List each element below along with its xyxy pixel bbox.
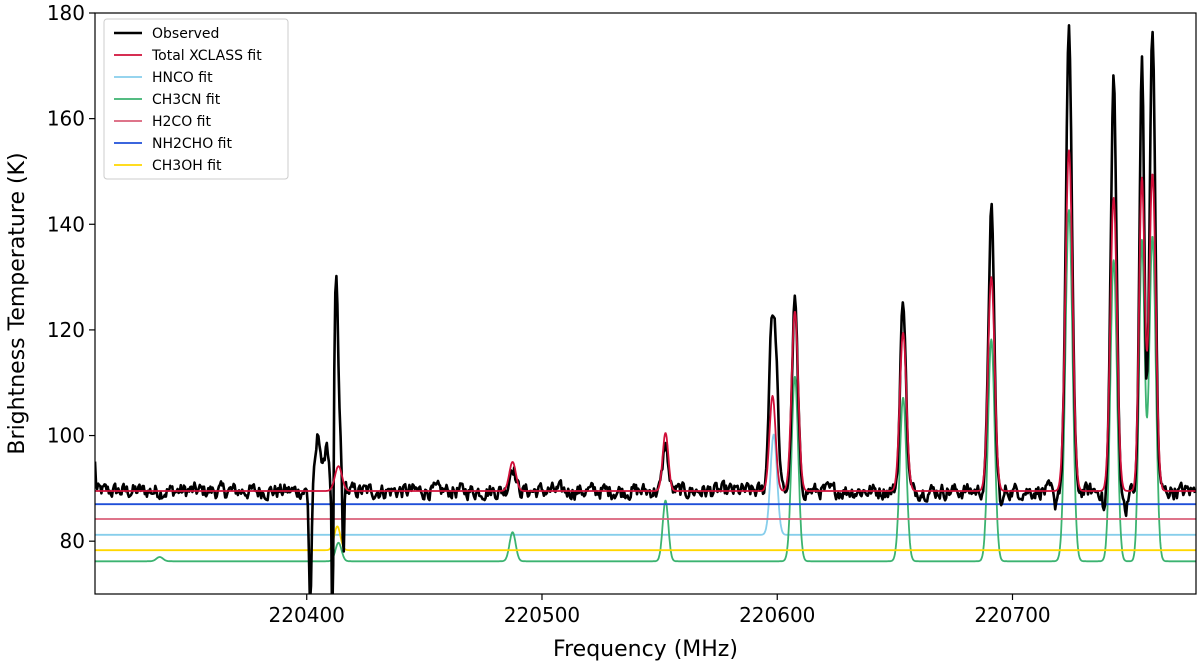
x-axis-label: Frequency (MHz) [553,637,738,662]
x-tick-label: 220600 [739,603,815,627]
legend-label: CH3CN fit [152,92,221,108]
y-axis-label: Brightness Temperature (K) [5,152,30,454]
series-line-total-xclass-fit [95,149,1196,492]
y-axis: 80 100 120 140 160 180 [47,1,95,553]
series-line-observed [95,23,1196,594]
legend-label: HNCO fit [152,70,213,86]
series-line-ch3oh-fit [95,525,1196,552]
legend-label: Observed [152,26,219,42]
y-tick-label: 180 [47,1,85,25]
x-axis: 220400 220500 220600 220700 [269,594,1051,627]
x-tick-label: 220500 [504,603,580,627]
plot-frame [94,12,1197,595]
series-line-hnco-fit [95,433,1196,536]
legend-label: NH2CHO fit [152,136,232,152]
legend-box [103,18,289,180]
legend-label: CH3OH fit [152,158,222,174]
y-tick-label: 120 [47,318,85,342]
y-tick-label: 100 [47,424,85,448]
x-tick-label: 220400 [269,603,345,627]
series-layer [95,23,1196,594]
legend-label: Total XCLASS fit [151,48,262,64]
legend: Observed Total XCLASS fit HNCO fit CH3CN fi… [103,18,289,180]
x-tick-label: 220700 [974,603,1050,627]
y-tick-label: 160 [47,107,85,131]
y-tick-label: 80 [60,529,85,553]
y-tick-label: 140 [47,212,85,236]
series-line-ch3cn-fit [95,209,1196,563]
legend-label: H2CO fit [152,114,211,130]
